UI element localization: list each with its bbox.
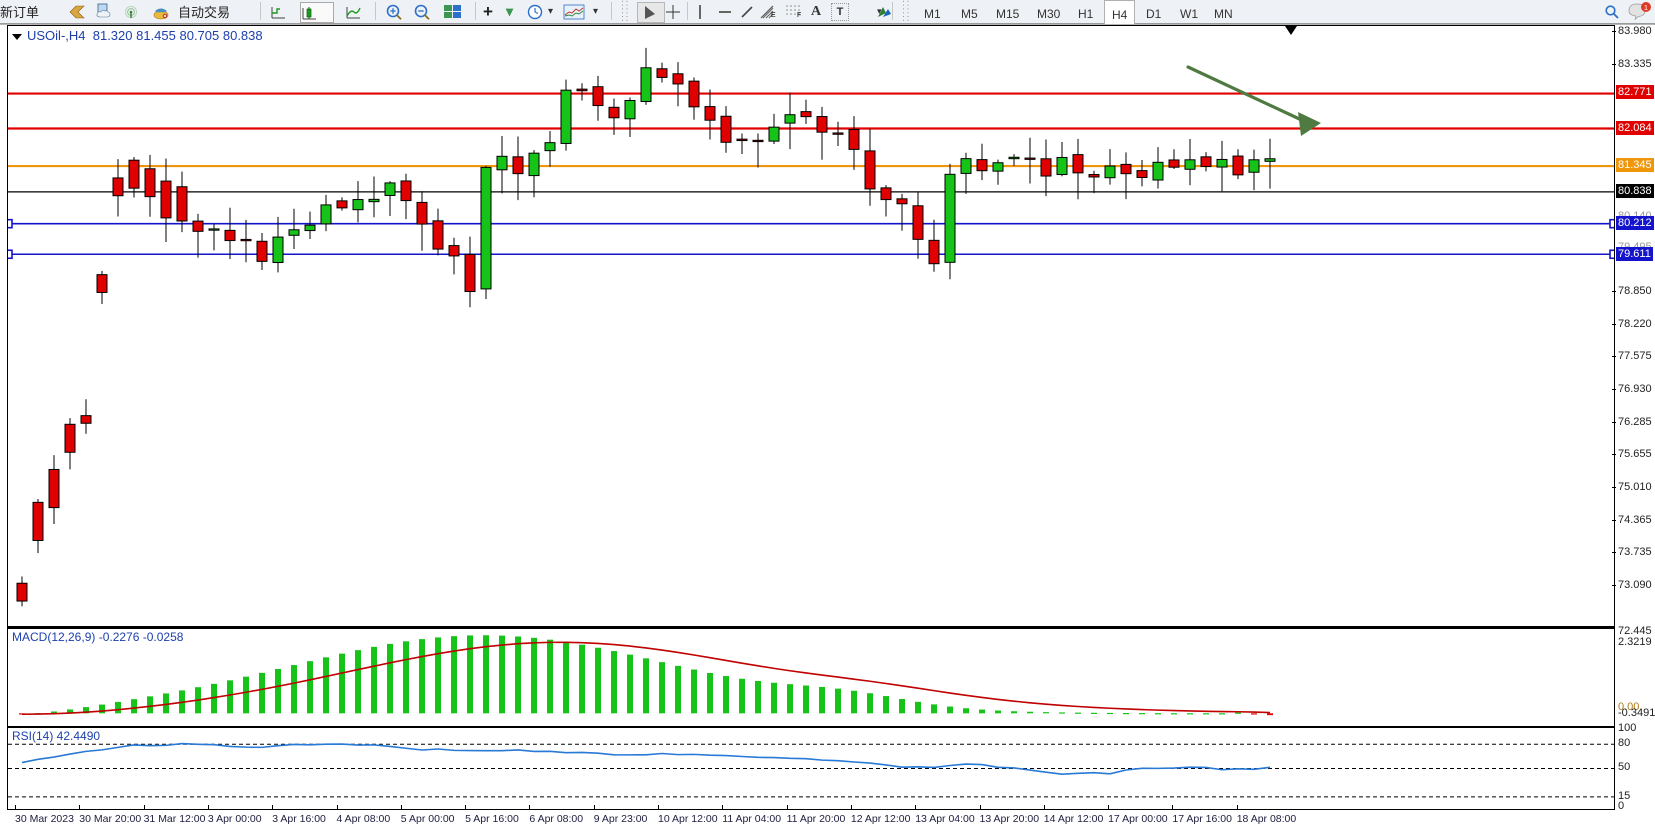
svg-text:1: 1 xyxy=(1644,2,1648,11)
